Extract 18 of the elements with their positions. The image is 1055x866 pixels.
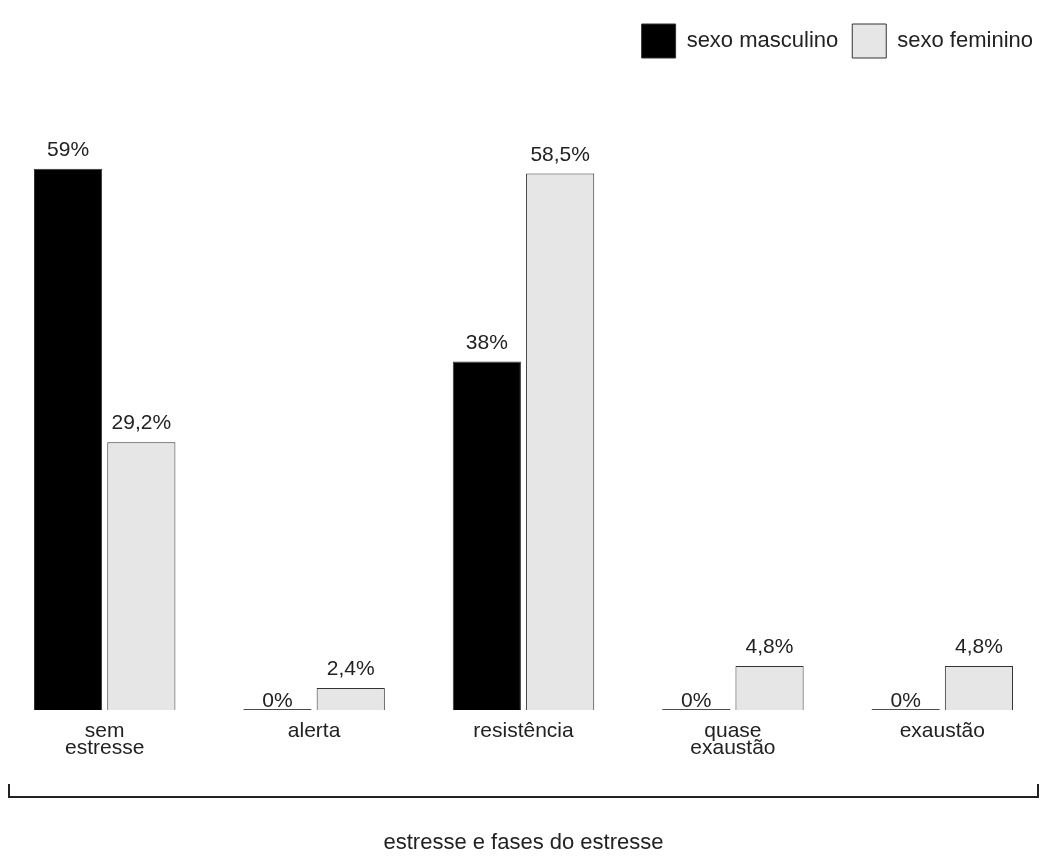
data-label: 29,2% [111, 410, 172, 434]
data-label: 4,8% [955, 634, 1003, 658]
legend-label: sexo masculino [686, 27, 839, 53]
x-tick-label: resistência [473, 717, 574, 741]
data-label: 0% [262, 688, 293, 712]
data-label: 38% [465, 329, 508, 353]
data-label: 0% [681, 688, 712, 712]
x-tick-label: exaustão [899, 717, 985, 741]
data-label: 2,4% [326, 656, 375, 680]
legend-label: sexo feminino [897, 27, 1034, 53]
x-tick-label: alerta [287, 717, 341, 741]
x-tick-label: sem estresse [65, 717, 145, 759]
data-label: 0% [890, 688, 921, 712]
x-tick-label: quase exaustão [690, 717, 776, 759]
data-label: 59% [47, 137, 90, 161]
x-axis-title: estresse e fases do estresse [383, 828, 664, 854]
data-label: 4,8% [745, 634, 794, 658]
data-label: 58,5% [530, 141, 590, 165]
